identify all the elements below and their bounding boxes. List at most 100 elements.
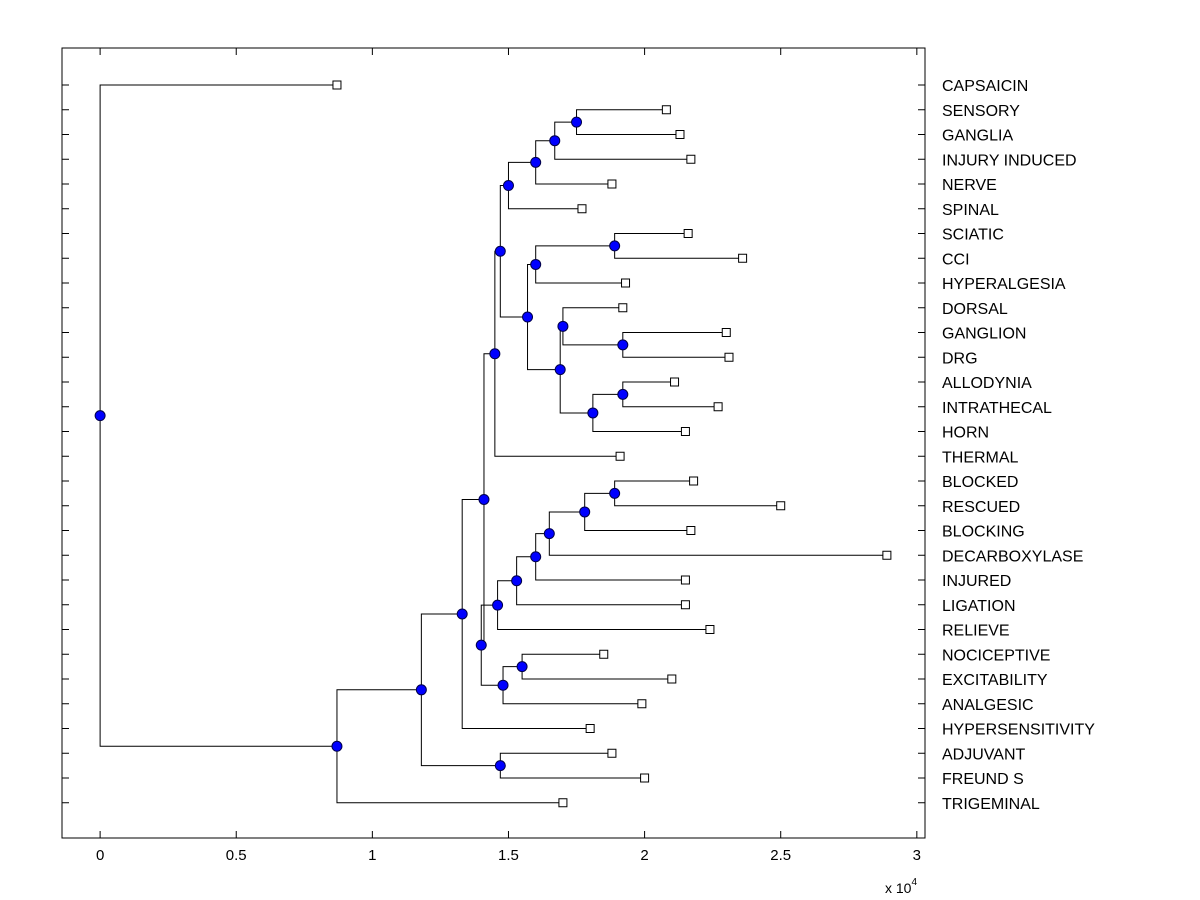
leaf-marker [683, 229, 693, 238]
link-m10-m9 [592, 393, 623, 413]
link-m23-m22 [480, 645, 504, 686]
merge-node [522, 311, 534, 323]
leaf-marker [661, 105, 671, 115]
merge-node [617, 339, 629, 351]
link-m12-m11 [527, 317, 561, 371]
leaf-label: LIGATION [942, 598, 1016, 615]
merge-node [475, 639, 487, 651]
merge-node [609, 240, 621, 252]
leaf-label: FREUND S [942, 771, 1024, 788]
leaf-label: BLOCKING [942, 524, 1025, 541]
link-m25-m24 [461, 498, 484, 614]
link-m2-m1 [554, 121, 577, 141]
leaf-label: HYPERALGESIA [942, 276, 1066, 293]
leaf-marker [675, 130, 685, 139]
link-m17-m16 [548, 511, 585, 534]
leaf-label: HYPERSENSITIVITY [942, 722, 1095, 739]
leaf-marker [686, 154, 696, 164]
link-m6-L8 [535, 264, 626, 284]
link-m18-L20 [535, 556, 686, 581]
link-m28-m27 [336, 689, 422, 747]
merge-node [415, 684, 427, 696]
x-tick-label: 0 [96, 847, 104, 864]
leaf-label: BLOCKED [942, 474, 1018, 491]
merge-node [554, 364, 566, 376]
leaf-marker [615, 451, 625, 461]
leaf-label: DRG [942, 350, 978, 367]
link-m22-m21 [502, 666, 523, 686]
merge-node [530, 156, 542, 168]
leaf-marker [721, 328, 731, 337]
leaf-label: SCIATIC [942, 227, 1004, 244]
leaf-label: ANALGESIC [942, 697, 1034, 714]
merge-node [617, 388, 629, 400]
leaf-marker [332, 80, 342, 90]
merge-node [489, 348, 501, 360]
link-m27-m26 [420, 689, 501, 767]
leaf-marker [607, 179, 617, 189]
leaf-marker [705, 625, 715, 634]
x-axis-multiplier-base: x 10 [885, 880, 912, 896]
link-m8-m7 [562, 326, 623, 346]
leaf-marker [882, 550, 892, 560]
leaf-marker [621, 278, 631, 288]
merge-node [502, 180, 514, 192]
leaf-label: EXCITABILITY [942, 672, 1048, 689]
x-tick-label: 1.5 [498, 847, 519, 864]
merge-node [571, 116, 583, 128]
link-m13-m12 [499, 251, 528, 318]
merge-node [557, 320, 569, 332]
leaf-marker [713, 402, 723, 412]
link-m25-L26 [461, 613, 591, 729]
merge-node [478, 493, 490, 505]
leaf-marker [686, 526, 696, 535]
leaf-markers-layer [332, 80, 892, 808]
leaf-marker [640, 773, 650, 783]
x-tick-label: 2.5 [770, 847, 791, 864]
merge-node [511, 575, 523, 587]
link-m17-L19 [548, 533, 887, 556]
merge-node [587, 407, 599, 419]
link-m29-L0 [99, 84, 337, 416]
merge-node [494, 245, 506, 257]
leaf-marker [776, 501, 786, 511]
merge-node [543, 528, 555, 540]
y-axis-ticks [62, 84, 925, 804]
link-m16-m15 [584, 492, 615, 512]
leaf-label: CAPSAICIN [942, 78, 1028, 95]
merge-node [456, 608, 468, 620]
leaf-marker [585, 724, 595, 733]
merge-node [609, 487, 621, 499]
link-m14-L15 [494, 353, 621, 457]
leaf-label: NERVE [942, 177, 997, 194]
merge-node [549, 135, 561, 147]
leaf-label: TRIGEMINAL [942, 796, 1040, 813]
merge-node [579, 506, 591, 518]
leaf-label: ALLODYNIA [942, 375, 1032, 392]
link-m2-L3 [554, 140, 691, 160]
merge-nodes-layer [94, 116, 629, 772]
leaf-label: DECARBOXYLASE [942, 548, 1083, 565]
leaf-label: GANGLION [942, 326, 1026, 343]
leaf-marker [670, 377, 680, 387]
leaf-marker [689, 476, 699, 486]
leaf-marker [599, 649, 609, 659]
leaf-marker [607, 748, 617, 758]
leaf-label: RELIEVE [942, 623, 1010, 640]
link-m8-L9 [562, 307, 623, 327]
merge-node [494, 760, 506, 772]
merge-node [530, 258, 542, 270]
link-m19-L21 [516, 580, 686, 606]
leaf-marker [577, 204, 587, 214]
leaf-label: SPINAL [942, 202, 999, 219]
leaf-label: CCI [942, 251, 970, 268]
x-tick-label: 1 [368, 847, 376, 864]
link-m4-L5 [507, 185, 582, 210]
link-m19-m18 [516, 556, 536, 581]
merge-node [94, 410, 106, 422]
x-tick-label: 2 [640, 847, 648, 864]
merge-node [516, 661, 528, 673]
link-m29-m28 [99, 415, 337, 747]
leaf-label: RESCUED [942, 499, 1020, 516]
